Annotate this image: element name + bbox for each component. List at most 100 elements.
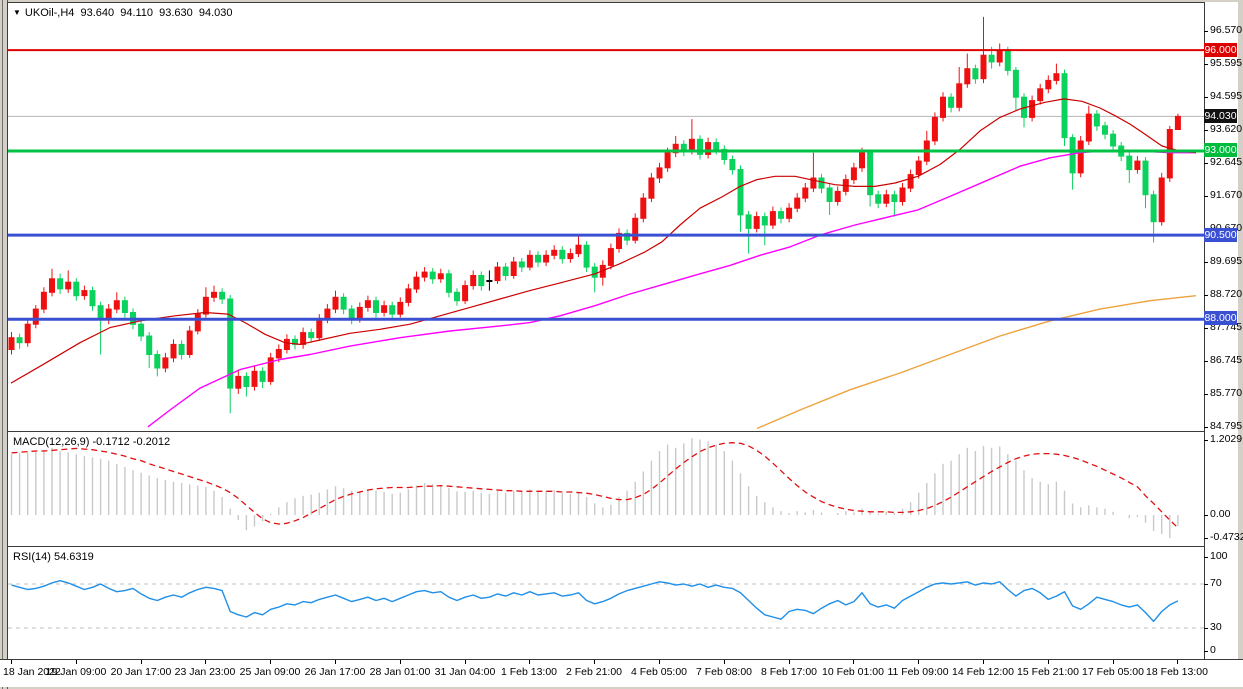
time-tick (659, 660, 660, 664)
axis-tick (1204, 97, 1208, 98)
time-label: 2 Feb 21:00 (565, 666, 623, 678)
axis-tick (1204, 394, 1208, 395)
rsi-tick-label: 100 (1210, 550, 1228, 562)
price-level-badge: 90.500 (1204, 228, 1237, 242)
price-level-badge: 94.030 (1204, 109, 1237, 123)
axis-tick (1204, 295, 1208, 296)
time-tick (400, 660, 401, 664)
quote-close: 94.030 (198, 7, 233, 19)
rsi-chart-canvas[interactable] (8, 547, 1204, 659)
time-label: 19 Jan 09:00 (45, 666, 107, 678)
price-tick-label: 86.745 (1210, 354, 1243, 366)
axis-tick (1204, 328, 1208, 329)
time-tick (11, 660, 12, 664)
axis-tick (1204, 440, 1208, 441)
time-tick (529, 660, 530, 664)
time-label: 20 Jan 17:00 (110, 666, 172, 678)
price-level-badge: 96.000 (1204, 43, 1237, 57)
rsi-label: RSI(14) 54.6319 (13, 551, 94, 563)
time-label: 11 Feb 09:00 (887, 666, 949, 678)
axis-tick (1204, 427, 1208, 428)
time-tick (335, 660, 336, 664)
time-tick (270, 660, 271, 664)
macd-tick-label: 0.00 (1210, 508, 1231, 520)
axis-tick (1204, 196, 1208, 197)
time-tick (76, 660, 77, 664)
time-label: 23 Jan 23:00 (174, 666, 236, 678)
price-tick-label: 91.670 (1210, 189, 1243, 201)
time-label: 18 Feb 13:00 (1146, 666, 1208, 678)
time-label: 1 Feb 13:00 (500, 666, 558, 678)
axis-tick (1204, 262, 1208, 263)
rsi-tick-label: 0 (1210, 644, 1216, 656)
macd-tick-label: -0.4732 (1210, 531, 1243, 543)
time-label: 17 Feb 05:00 (1082, 666, 1144, 678)
axis-tick (1204, 557, 1208, 558)
axis-tick (1204, 130, 1208, 131)
price-axis[interactable]: 96.57095.59594.59593.62092.64591.67090.6… (1204, 2, 1243, 660)
time-tick (205, 660, 206, 664)
axis-tick (1204, 31, 1208, 32)
time-label: 10 Feb 01:00 (822, 666, 884, 678)
time-label: 25 Jan 09:00 (239, 666, 301, 678)
time-label: 14 Feb 12:00 (952, 666, 1014, 678)
price-tick-label: 85.770 (1210, 387, 1243, 399)
axis-tick (1204, 515, 1208, 516)
time-label: 26 Jan 17:00 (304, 666, 366, 678)
time-label: 8 Feb 17:00 (760, 666, 818, 678)
time-label: 28 Jan 01:00 (369, 666, 431, 678)
price-tick-label: 94.595 (1210, 90, 1243, 102)
time-label: 7 Feb 08:00 (695, 666, 753, 678)
macd-indicator-panel[interactable] (7, 431, 1205, 547)
symbol-ohlc-bar[interactable]: ▼ UKOil-,H4 93.640 94.110 93.630 94.030 (13, 7, 235, 19)
main-price-chart[interactable] (7, 2, 1205, 432)
axis-tick (1204, 64, 1208, 65)
axis-tick (1204, 538, 1208, 539)
macd-values: -0.1712 -0.2012 (92, 436, 171, 448)
price-level-badge: 88.000 (1204, 311, 1237, 325)
collapse-triangle-icon[interactable]: ▼ (13, 8, 21, 17)
axis-tick (1204, 628, 1208, 629)
time-tick (918, 660, 919, 664)
price-tick-label: 84.795 (1210, 420, 1243, 432)
time-tick (1177, 660, 1178, 664)
time-axis[interactable]: 18 Jan 2022 19 Jan 09:00 20 Jan 17:00 23 Ja… (0, 659, 1243, 687)
axis-tick (1204, 584, 1208, 585)
rsi-indicator-panel[interactable] (7, 546, 1205, 660)
quote-high: 94.110 (120, 7, 154, 19)
axis-tick (1204, 361, 1208, 362)
time-tick (465, 660, 466, 664)
time-tick (789, 660, 790, 664)
time-label: 15 Feb 21:00 (1017, 666, 1079, 678)
candlestick-chart-canvas[interactable] (8, 3, 1204, 431)
time-tick (853, 660, 854, 664)
price-tick-label: 93.620 (1210, 123, 1243, 135)
rsi-tick-label: 30 (1210, 621, 1222, 633)
price-tick-label: 95.595 (1210, 57, 1243, 69)
rsi-tick-label: 70 (1210, 577, 1222, 589)
time-tick (594, 660, 595, 664)
quote-low: 93.630 (159, 7, 193, 19)
price-tick-label: 96.570 (1210, 24, 1243, 36)
axis-tick (1204, 163, 1208, 164)
price-tick-label: 88.720 (1210, 288, 1243, 300)
time-tick (1113, 660, 1114, 664)
price-tick-label: 92.645 (1210, 156, 1243, 168)
time-label: 18 Jan 2022 (3, 666, 61, 678)
time-tick (1048, 660, 1049, 664)
time-label: 31 Jan 04:00 (434, 666, 496, 678)
time-tick (141, 660, 142, 664)
time-label: 4 Feb 05:00 (630, 666, 688, 678)
rsi-value: 54.6319 (53, 551, 94, 563)
macd-chart-canvas[interactable] (8, 432, 1204, 546)
time-tick (983, 660, 984, 664)
axis-tick (1204, 651, 1208, 652)
symbol-title: UKOil-,H4 (24, 7, 75, 19)
time-tick (724, 660, 725, 664)
price-tick-label: 89.695 (1210, 255, 1243, 267)
price-level-badge: 93.000 (1204, 143, 1237, 157)
macd-tick-label: 1.2029 (1210, 433, 1243, 445)
macd-label: MACD(12,26,9) -0.1712 -0.2012 (13, 436, 171, 448)
quote-open: 93.640 (80, 7, 115, 19)
